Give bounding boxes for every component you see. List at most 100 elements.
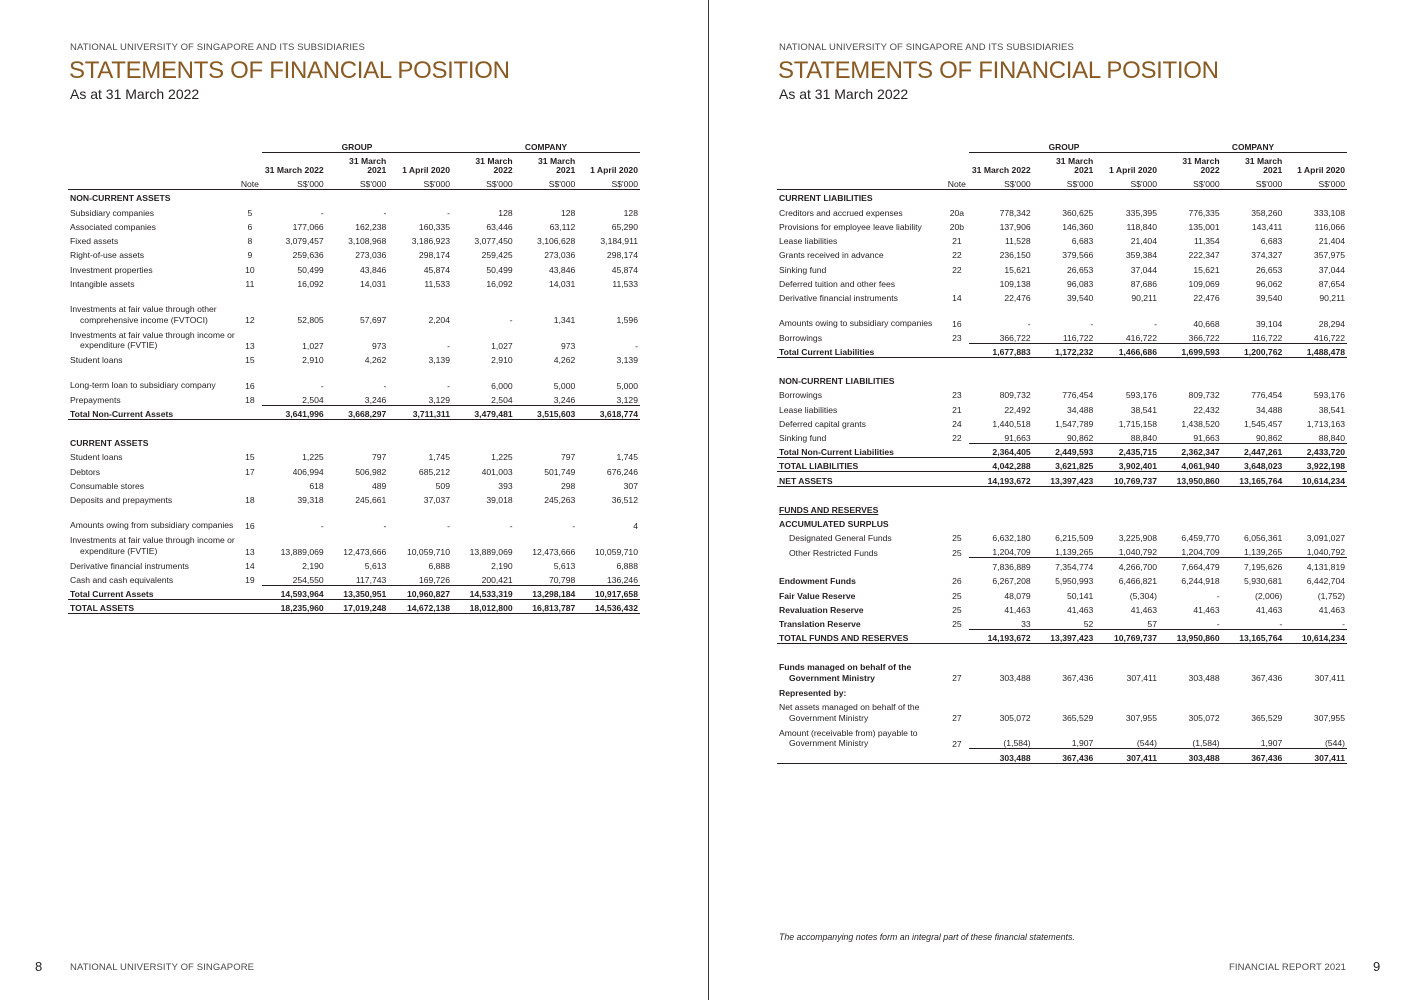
value-cell: (1,584) (1003, 738, 1031, 749)
row-label: TOTAL FUNDS AND RESERVES (777, 629, 945, 645)
value-cell: 307,411 (1284, 748, 1347, 764)
row-label: Long-term loan to subsidiary company (70, 380, 216, 391)
value-cell: 13,165,764 (1221, 471, 1285, 487)
value-cell: 797 (371, 452, 387, 463)
note-header: Note (237, 176, 263, 190)
value-cell: 162,238 (355, 221, 387, 232)
value-cell: - (1216, 590, 1220, 601)
value-cell: (544) (1324, 738, 1345, 749)
value-cell: 17,019,248 (325, 599, 389, 615)
section-heading-row: CURRENT ASSETS (68, 434, 640, 448)
value-cell: 367,436 (1251, 673, 1283, 684)
value-cell: 3,246 (364, 394, 387, 405)
group-header: GROUP (969, 139, 1159, 153)
unit-label: S$'000 (1158, 176, 1222, 190)
value-cell: 11,354 (1193, 236, 1220, 247)
table-row: Sinking fund 22 15,621 26,653 37,044 15,621 26… (777, 260, 1347, 275)
value-cell: 41,463 (1318, 604, 1345, 615)
row-label: Right-of-use assets (70, 250, 145, 261)
organization-name: NATIONAL UNIVERSITY OF SINGAPORE AND ITS… (779, 42, 1074, 53)
spacer-cell (945, 501, 1347, 515)
value-cell: 1,139,265 (1244, 547, 1283, 558)
value-cell: 4,266,700 (1095, 557, 1159, 573)
value-cell: 50,141 (1067, 590, 1094, 601)
note-ref: 6 (247, 221, 253, 232)
value-cell: 3,711,311 (388, 404, 452, 421)
value-cell: 21,404 (1130, 236, 1157, 247)
value-cell: 90,211 (1319, 293, 1345, 304)
spacer-row (777, 644, 1347, 658)
assets-table: GROUP COMPANY 31 March 2022 31 March 2021 1 … (68, 139, 640, 615)
value-cell: 3,129 (616, 394, 638, 405)
value-cell: 1,745 (616, 452, 638, 463)
column-date-header: 1 April 2020 (1109, 165, 1157, 176)
value-cell: 41,463 (1255, 604, 1283, 615)
value-cell: 5,000 (616, 380, 638, 391)
value-cell: 6,888 (428, 560, 450, 571)
section-heading: FUNDS AND RESERVES (779, 504, 879, 515)
note-ref: 8 (247, 236, 253, 247)
value-cell: 39,540 (1067, 293, 1094, 304)
spacer-cell (68, 176, 238, 190)
spacer-cell (238, 189, 640, 203)
table-row: Student loans 15 1,225 797 1,745 1,225 797 1,74… (68, 448, 640, 462)
row-label: Amounts owing from subsidiary companies (70, 520, 234, 531)
value-cell: 22,492 (1004, 404, 1031, 415)
value-cell: 137,906 (999, 221, 1031, 232)
value-cell: 26,653 (1255, 264, 1283, 275)
value-cell: 307,955 (1125, 713, 1157, 724)
value-cell: 41,463 (1067, 604, 1094, 615)
row-label: Intangible assets (70, 279, 135, 290)
row-label: Student loans (70, 452, 123, 463)
value-cell: 3,641,996 (262, 404, 326, 421)
table-row: Subsidiary companies 5 - - - 128 128 128 (68, 203, 640, 218)
value-cell: 10,614,234 (1284, 628, 1347, 645)
table-row: Derivative financial instruments 14 22,476… (777, 289, 1347, 303)
value-cell: 43,846 (360, 264, 387, 275)
value-cell: 6,056,361 (1244, 533, 1283, 544)
table-row: Amount (receivable from) payable to Gove… (777, 723, 1347, 749)
value-cell: 298 (560, 481, 576, 492)
value-cell: 116,722 (1251, 332, 1283, 343)
company-header: COMPANY (452, 139, 640, 153)
table-row: Debtors 17 406,994 506,982 685,212 401,003 501… (68, 462, 640, 477)
value-cell: 6,442,704 (1306, 576, 1345, 587)
value-cell: 63,112 (549, 221, 576, 232)
table-row: Translation Reserve 25 33 52 57 - - - (777, 615, 1347, 630)
value-cell: 90,862 (1255, 432, 1283, 443)
value-cell: 7,354,774 (1032, 557, 1096, 573)
value-cell: 3,618,774 (577, 404, 640, 421)
value-cell: 65,290 (611, 221, 638, 232)
value-cell: 6,459,770 (1181, 533, 1220, 544)
table-row: Other Restricted Funds 25 1,204,709 1,139,2… (777, 543, 1347, 558)
value-cell: 7,836,889 (969, 557, 1033, 573)
value-cell: 4 (633, 520, 638, 531)
value-cell: 5,613 (553, 560, 576, 571)
table-row: Deferred capital grants 24 1,440,518 1,547,… (777, 415, 1347, 429)
note-ref: 16 (952, 318, 962, 329)
value-cell: - (383, 207, 387, 218)
note-ref: 19 (245, 575, 255, 586)
value-cell: 18,235,960 (262, 599, 326, 615)
value-cell: 13,889,069 (280, 546, 324, 557)
row-label: Lease liabilities (779, 236, 838, 247)
value-cell: 6,683 (1071, 236, 1094, 247)
note-ref (944, 471, 969, 487)
page-divider (708, 0, 709, 1000)
value-cell: 63,446 (486, 221, 513, 232)
row-label: Provisions for employee leave liability (779, 221, 922, 232)
liabilities-table: GROUP COMPANY 31 March 2022 31 March 2021 1 … (777, 139, 1347, 764)
table-row: Consumable stores 618 489 509 393 298 307 (68, 477, 640, 491)
column-date-header: 31 March 2022 (971, 165, 1031, 176)
row-label: Derivative financial instruments (779, 293, 898, 304)
value-cell: 1,172,232 (1032, 342, 1096, 359)
unit-label: S$'000 (1221, 176, 1285, 190)
value-cell: 305,072 (1188, 713, 1220, 724)
note-ref: 23 (952, 333, 962, 344)
value-cell: - (383, 520, 387, 531)
value-cell: 10,769,737 (1095, 628, 1159, 645)
date-header-row: 31 March 2022 31 March 2021 1 April 2020 31… (777, 152, 1347, 176)
note-ref (945, 558, 969, 572)
table-row: Provisions for employee leave liability 2… (777, 218, 1347, 232)
value-cell: 365,529 (1062, 713, 1094, 724)
